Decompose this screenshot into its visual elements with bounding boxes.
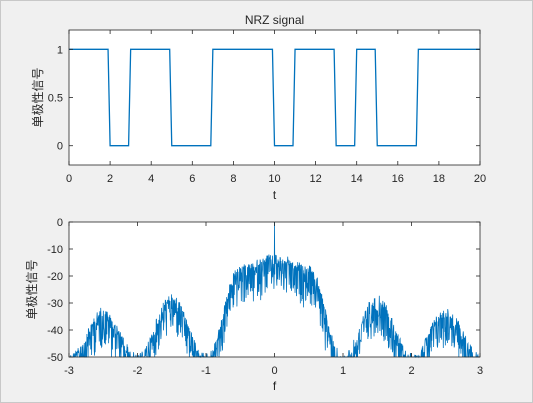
x-axis-label: f bbox=[273, 379, 277, 393]
x-tick-label: 20 bbox=[474, 173, 486, 185]
x-tick-label: 8 bbox=[230, 173, 236, 185]
x-tick-label: 0 bbox=[271, 365, 277, 377]
x-tick-label: 2 bbox=[107, 173, 113, 185]
y-tick-label: 1 bbox=[57, 44, 63, 56]
y-tick-label: -10 bbox=[47, 244, 63, 256]
x-tick-label: 10 bbox=[268, 173, 280, 185]
top-axes: NRZ signal 0 2 4 6 8 10 12 14 16 18 20 0 0.5 1 t 单极性信号 bbox=[31, 13, 486, 202]
x-axis-label: t bbox=[273, 188, 277, 202]
x-tick-label: 1 bbox=[340, 365, 346, 377]
x-tick-label: -1 bbox=[201, 365, 211, 377]
x-tick-label: 6 bbox=[189, 173, 195, 185]
x-tick-label: 14 bbox=[351, 173, 363, 185]
y-tick-label: 0 bbox=[57, 141, 63, 153]
y-tick-label: 0.5 bbox=[48, 93, 63, 105]
x-tick-label: 16 bbox=[392, 173, 404, 185]
y-axis-label: 单极性信号 bbox=[31, 67, 45, 127]
y-tick-label: -20 bbox=[47, 271, 63, 283]
y-tick-label: 0 bbox=[57, 217, 63, 229]
x-tick-label: 2 bbox=[408, 365, 414, 377]
chart-title: NRZ signal bbox=[245, 13, 304, 27]
y-axis-label: 单极性信号 bbox=[25, 259, 39, 319]
nrz-line bbox=[69, 48, 480, 147]
x-tick-label: 18 bbox=[433, 173, 445, 185]
x-tick-label: 0 bbox=[66, 173, 72, 185]
y-tick-label: -40 bbox=[47, 325, 63, 337]
x-tick-label: 3 bbox=[477, 365, 483, 377]
x-tick-label: 12 bbox=[309, 173, 321, 185]
y-tick-label: -50 bbox=[47, 352, 63, 364]
x-tick-label: -2 bbox=[133, 365, 143, 377]
y-tick-label: -30 bbox=[47, 298, 63, 310]
x-tick-label: 4 bbox=[148, 173, 154, 185]
x-tick-label: -3 bbox=[64, 365, 74, 377]
